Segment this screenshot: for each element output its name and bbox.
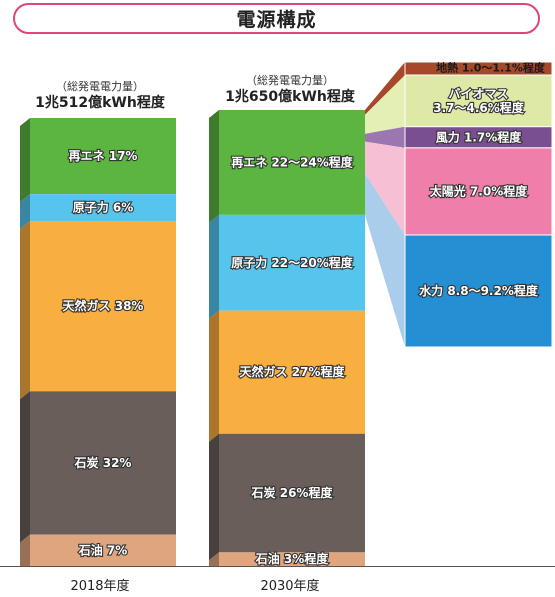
bar-side-2030-coal	[209, 433, 219, 561]
bar-segment-2030-lng	[219, 310, 365, 434]
total-2030: 1兆650億kWh程度	[225, 89, 355, 105]
connector-wind	[365, 126, 405, 148]
breakdown-label-hydro: 水力 8.8〜9.2%程度	[419, 282, 539, 297]
baseline	[0, 566, 555, 567]
breakdown-segment-hydro	[404, 234, 553, 348]
segment-label-2030-oil: 石油 3%程度	[255, 551, 330, 566]
breakdown-label-wind: 風力 1.7%程度	[436, 129, 522, 144]
bar-segment-2018-renewable	[30, 118, 176, 195]
subtitle-2018: （総発電電力量）	[56, 80, 144, 93]
segment-label-2030-coal: 石炭 26%程度	[251, 485, 334, 500]
segment-label-2018-nuclear: 原子力 6%	[73, 199, 134, 214]
x-label-2018: 2018年度	[70, 579, 130, 594]
connector-hydro	[365, 173, 405, 347]
bar-segment-2018-coal	[30, 391, 176, 535]
bar-side-2018-coal	[20, 391, 30, 543]
bar-segment-2018-lng	[30, 221, 176, 392]
bar-segment-2030-oil	[219, 552, 365, 566]
bar-segment-2030-renewable	[219, 110, 365, 215]
chart-title-frame: 電源構成	[13, 3, 540, 34]
bar-side-2030-oil	[209, 552, 219, 566]
breakdown-label-biomass: バイオマス 3.7〜4.6%程度	[433, 86, 525, 114]
subtitle-2030: （総発電電力量）	[246, 74, 334, 87]
connector-solar	[365, 141, 405, 235]
segment-label-2030-lng: 天然ガス 27%程度	[240, 364, 346, 379]
total-2018: 1兆512億kWh程度	[35, 95, 165, 111]
bar-side-2018-nuclear	[20, 194, 30, 230]
segment-label-2018-lng: 天然ガス 38%	[63, 298, 144, 313]
segment-label-2030-nuclear: 原子力 22〜20%程度	[231, 254, 354, 269]
bar-segment-2030-coal	[219, 433, 365, 553]
bar-side-2030-lng	[209, 310, 219, 442]
breakdown-segment-biomass	[404, 74, 553, 128]
bar-segment-2018-oil	[30, 534, 176, 566]
bar-segment-2018-nuclear	[30, 194, 176, 222]
segment-label-2018-oil: 石油 7%	[78, 542, 128, 557]
connector-geothermal	[365, 62, 405, 115]
breakdown-label-solar: 太陽光 7.0%程度	[430, 183, 528, 198]
bar-segment-2030-nuclear	[219, 214, 365, 311]
chart-title: 電源構成	[236, 9, 317, 31]
segment-label-2018-coal: 石炭 32%	[74, 454, 132, 469]
breakdown-label-geothermal: 地熱 1.0〜1.1%程度	[436, 61, 546, 75]
connector-biomass	[365, 75, 405, 134]
bar-side-2030-renewable	[209, 110, 219, 223]
bar-side-2018-oil	[20, 534, 30, 566]
bar-side-2018-lng	[20, 221, 30, 400]
segment-label-2030-renewable: 再エネ 22〜24%程度	[231, 154, 354, 169]
bar-side-2018-renewable	[20, 118, 30, 203]
x-label-2030: 2030年度	[260, 579, 320, 594]
bar-side-2030-nuclear	[209, 214, 219, 319]
segment-label-2018-renewable: 再エネ 17%	[69, 149, 138, 163]
